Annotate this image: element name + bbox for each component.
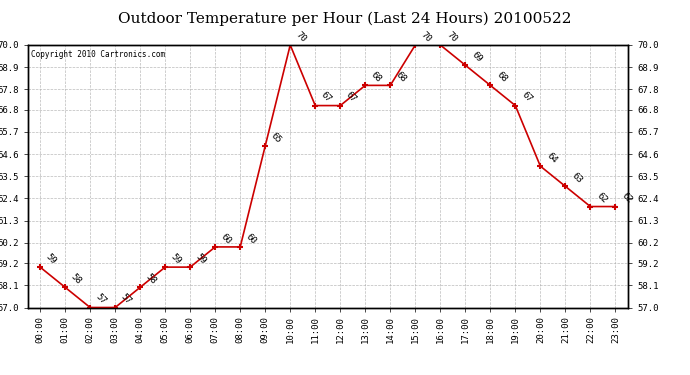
Text: 63: 63 xyxy=(569,171,584,185)
Text: 59: 59 xyxy=(44,252,58,266)
Text: 62: 62 xyxy=(620,191,633,205)
Text: 60: 60 xyxy=(219,232,233,246)
Text: 68: 68 xyxy=(395,70,408,84)
Text: 70: 70 xyxy=(420,30,433,44)
Text: 64: 64 xyxy=(544,151,558,165)
Text: 67: 67 xyxy=(319,90,333,104)
Text: Copyright 2010 Cartronics.com: Copyright 2010 Cartronics.com xyxy=(30,50,165,59)
Text: Outdoor Temperature per Hour (Last 24 Hours) 20100522: Outdoor Temperature per Hour (Last 24 Ho… xyxy=(118,11,572,26)
Text: 59: 59 xyxy=(169,252,184,266)
Text: 68: 68 xyxy=(369,70,384,84)
Text: 67: 67 xyxy=(520,90,533,104)
Text: 58: 58 xyxy=(144,272,158,286)
Text: 68: 68 xyxy=(495,70,509,84)
Text: 59: 59 xyxy=(195,252,208,266)
Text: 69: 69 xyxy=(469,50,484,64)
Text: 57: 57 xyxy=(95,292,108,306)
Text: 57: 57 xyxy=(119,292,133,306)
Text: 58: 58 xyxy=(69,272,83,286)
Text: 60: 60 xyxy=(244,232,258,246)
Text: 62: 62 xyxy=(595,191,609,205)
Text: 70: 70 xyxy=(444,30,458,44)
Text: 65: 65 xyxy=(269,130,284,145)
Text: 67: 67 xyxy=(344,90,358,104)
Text: 70: 70 xyxy=(295,30,308,44)
